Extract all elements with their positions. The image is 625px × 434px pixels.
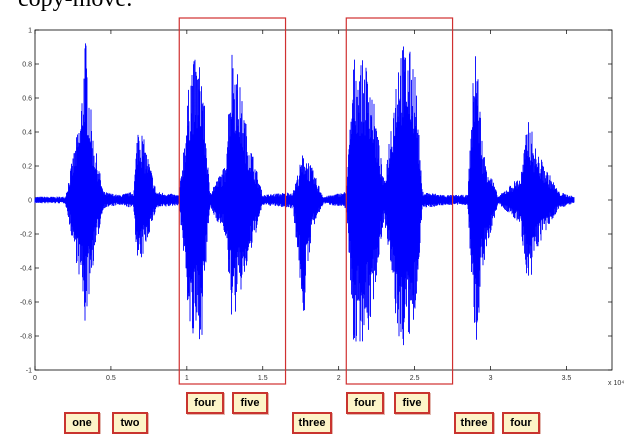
- x-tick-label: 2.5: [410, 375, 420, 382]
- y-tick-label: 1: [28, 28, 32, 35]
- x-tick-label: 0: [33, 375, 37, 382]
- y-tick-label: 0: [28, 198, 32, 205]
- word-label-five-copy: five: [394, 392, 430, 414]
- x-tick-label: 0.5: [106, 375, 116, 382]
- x-tick-label: 2: [337, 375, 341, 382]
- y-tick-label: 0.6: [22, 96, 32, 103]
- x-tick-label: 3.5: [562, 375, 572, 382]
- y-tick-label: -0.2: [20, 232, 32, 239]
- highlight-box-1: [178, 17, 287, 385]
- x-exponent-label: x 10⁴: [608, 380, 624, 387]
- y-tick-label: 0.2: [22, 164, 32, 171]
- highlight-box-2: [345, 17, 454, 385]
- y-tick-label: -0.8: [20, 334, 32, 341]
- word-label-four-2: four: [502, 412, 540, 434]
- word-label-two: two: [112, 412, 148, 434]
- x-tick-label: 3: [489, 375, 493, 382]
- waveform-series: [34, 43, 575, 346]
- y-tick-label: -0.6: [20, 300, 32, 307]
- y-tick-label: -0.4: [20, 266, 32, 273]
- word-label-one: one: [64, 412, 100, 434]
- word-label-three-2: three: [454, 412, 494, 434]
- x-tick-label: 1.5: [258, 375, 268, 382]
- word-label-four: four: [186, 392, 224, 414]
- y-tick-label: 0.8: [22, 62, 32, 69]
- word-label-three: three: [292, 412, 332, 434]
- x-tick-label: 1: [185, 375, 189, 382]
- y-tick-label: 0.4: [22, 130, 32, 137]
- word-label-five: five: [232, 392, 268, 414]
- caption-text: copy-move:: [18, 0, 133, 13]
- y-tick-label: -1: [26, 368, 32, 375]
- word-label-four-copy: four: [346, 392, 384, 414]
